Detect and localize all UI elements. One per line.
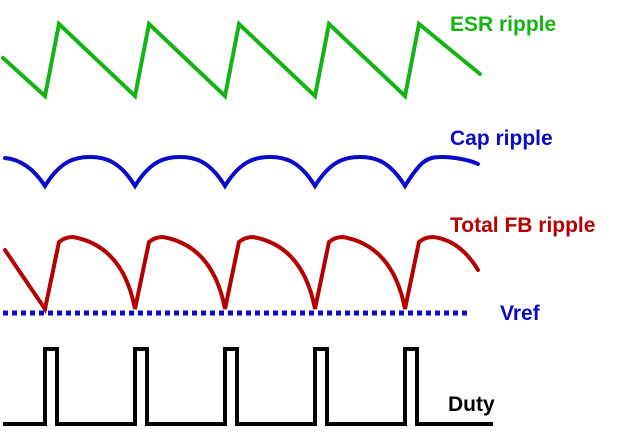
total-fb-ripple-waveform <box>3 234 480 315</box>
cap-ripple-label: Cap ripple <box>450 127 553 150</box>
duty-label: Duty <box>448 393 495 416</box>
duty-pulse-waveform <box>3 347 493 426</box>
vref-label: Vref <box>500 302 540 325</box>
esr-ripple-label: ESR ripple <box>450 13 557 36</box>
total-fb-ripple-label: Total FB ripple <box>450 214 596 237</box>
cap-ripple-waveform <box>3 154 480 190</box>
esr-ripple-waveform <box>1 20 482 100</box>
